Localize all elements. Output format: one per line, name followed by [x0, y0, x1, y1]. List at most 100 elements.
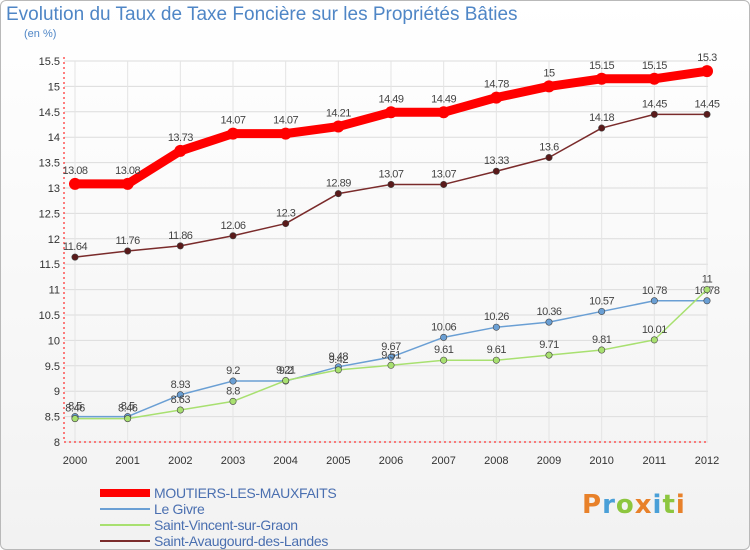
data-label: 9.67: [381, 341, 401, 353]
data-label: 13.6: [539, 142, 559, 154]
data-point: [598, 124, 606, 132]
data-point: [282, 377, 290, 385]
logo-letter: i: [652, 490, 663, 520]
data-point: [229, 397, 237, 405]
data-label: 10.36: [536, 306, 561, 318]
data-label: 13.07: [431, 168, 456, 180]
y-tick-label: 14.5: [39, 107, 60, 119]
legend-swatch: [100, 540, 150, 542]
logo-letter: r: [602, 490, 616, 520]
data-point: [124, 415, 132, 423]
y-tick-label: 12.5: [39, 208, 60, 220]
data-point: [650, 110, 658, 118]
data-point: [703, 110, 711, 118]
data-point: [334, 366, 342, 374]
legend-label: Saint-Vincent-sur-Graon: [154, 517, 298, 533]
logo-letter: o: [615, 490, 635, 520]
data-label: 9.42: [329, 354, 349, 366]
data-label: 13.07: [378, 168, 403, 180]
data-point: [332, 120, 345, 133]
data-label: 8.5: [68, 401, 82, 413]
y-tick-label: 12: [48, 234, 60, 246]
data-point: [71, 253, 79, 261]
data-point: [71, 415, 79, 423]
data-point: [121, 177, 134, 190]
data-point: [703, 297, 711, 305]
legend-swatch: [100, 508, 150, 510]
data-label: 13.08: [62, 165, 87, 177]
data-label: 11.76: [116, 235, 141, 247]
data-label: 11: [702, 274, 713, 286]
logo-letter: t: [662, 490, 676, 520]
data-point: [387, 353, 395, 361]
data-label: 9.2: [226, 365, 240, 377]
data-point: [492, 356, 500, 364]
data-label: 9.71: [539, 339, 559, 351]
x-tick-label: 2007: [431, 455, 455, 467]
data-point: [492, 323, 500, 331]
y-tick-label: 11.5: [39, 259, 60, 271]
data-label: 8.63: [171, 394, 191, 406]
data-label: 15: [543, 67, 555, 79]
data-point: [543, 80, 555, 93]
x-tick-label: 2000: [63, 455, 87, 467]
axes: 8 8.5 9 9.5 10 10.5 11 11.5 12 12.5 13 13.5 14 14.5 15…: [39, 56, 720, 467]
data-label: 9.21: [276, 365, 296, 377]
y-tick-label: 10.5: [39, 310, 60, 322]
data-point: [595, 72, 608, 85]
logo-letter: x: [634, 490, 653, 520]
data-label: 8.8: [226, 385, 240, 397]
data-label: 8.5: [121, 401, 135, 413]
x-tick-label: 2004: [273, 455, 297, 467]
legend-label: Le Givre: [154, 501, 205, 517]
data-point: [545, 318, 553, 326]
data-label: 12.89: [326, 178, 351, 190]
x-tick-label: 2009: [537, 455, 561, 467]
data-label: 13.73: [168, 132, 193, 144]
data-point: [176, 242, 184, 250]
x-tick-label: 2011: [643, 455, 667, 467]
y-tick-label: 15.5: [39, 56, 60, 68]
y-tick-label: 13: [48, 183, 60, 195]
data-point: [545, 154, 553, 162]
data-point: [650, 336, 658, 344]
data-label: 15.15: [642, 60, 667, 72]
data-point: [440, 180, 448, 188]
data-point: [650, 297, 658, 305]
data-label: 9.61: [487, 344, 507, 356]
data-label: 8.46: [65, 403, 85, 415]
y-tick-label: 11: [49, 285, 60, 297]
data-label: 9.48: [329, 351, 349, 363]
x-tick-label: 2008: [484, 455, 508, 467]
legend-label: Saint-Avaugourd-des-Landes: [154, 533, 329, 549]
data-point: [598, 307, 606, 315]
x-tick-label: 2001: [115, 455, 139, 467]
x-tick-label: 2003: [221, 455, 245, 467]
data-label: 14.78: [484, 79, 509, 91]
data-point: [598, 346, 606, 354]
data-label: 15.15: [589, 60, 614, 72]
data-point: [490, 91, 503, 104]
data-label: 11.86: [168, 230, 193, 242]
data-point: [176, 391, 184, 399]
data-point: [124, 247, 132, 255]
data-point: [176, 406, 184, 414]
data-label: 11.64: [63, 241, 88, 253]
data-point: [387, 361, 395, 369]
data-point: [440, 356, 448, 364]
data-point: [279, 127, 292, 140]
data-point: [440, 333, 448, 341]
data-label: 12.06: [220, 220, 245, 232]
data-label: 10.01: [642, 324, 667, 336]
data-label: 9.61: [434, 344, 454, 356]
y-tick-label: 8.5: [45, 412, 60, 424]
data-label: 14.21: [326, 108, 351, 120]
data-point: [385, 106, 397, 119]
data-point: [545, 351, 553, 359]
data-label: 13.33: [484, 155, 509, 167]
logo-letter: i: [675, 490, 686, 520]
y-tick-label: 8: [54, 437, 60, 449]
data-point: [648, 72, 661, 85]
